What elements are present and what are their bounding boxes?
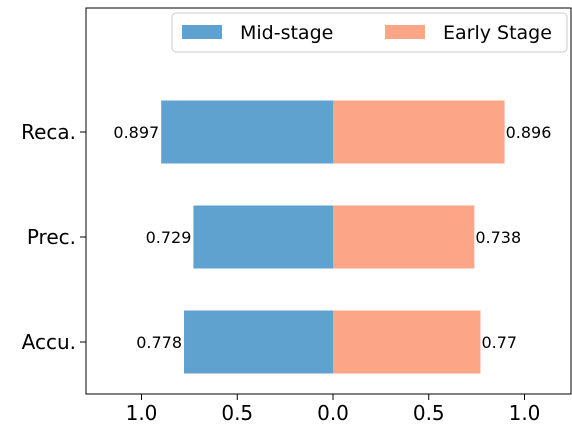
x-tick-label: 0.5 [413,401,445,425]
axes-group: 1.0 0.5 0.0 0.5 1.0 Reca. Prec. Accu. [21,7,572,425]
data-label-early-stage-reca: 0.896 [506,123,552,142]
bar-early-stage-reca [333,100,505,164]
legend-label-mid-stage: Mid-stage [240,22,333,44]
x-tick-label: 0.0 [317,401,349,425]
data-labels-group: 0.897 0.729 0.778 0.896 0.738 0.77 [113,123,551,352]
bar-mid-stage-accu [184,310,333,374]
x-tick-label: 0.5 [221,401,253,425]
bar-early-stage-accu [333,310,481,374]
legend-box [171,12,568,53]
legend-swatch-early-stage [385,25,425,39]
legend: Mid-stage Early Stage [171,12,568,53]
x-tick-label: 1.0 [126,401,158,425]
data-label-mid-stage-prec: 0.729 [146,228,192,247]
y-tick-label-prec: Prec. [27,225,76,249]
plot-frame [85,7,572,395]
legend-swatch-mid-stage [182,25,222,39]
y-tick-label-reca: Reca. [21,120,76,144]
legend-label-early-stage: Early Stage [443,22,552,44]
bar-mid-stage-reca [161,100,333,164]
x-tick-label: 1.0 [509,401,541,425]
data-label-early-stage-prec: 0.738 [475,228,521,247]
data-label-early-stage-accu: 0.77 [481,333,517,352]
bar-mid-stage-prec [193,205,333,269]
bar-early-stage-prec [333,205,475,269]
data-label-mid-stage-reca: 0.897 [113,123,159,142]
data-label-mid-stage-accu: 0.778 [136,333,182,352]
bars-group [161,100,505,374]
y-tick-label-accu: Accu. [22,330,76,354]
